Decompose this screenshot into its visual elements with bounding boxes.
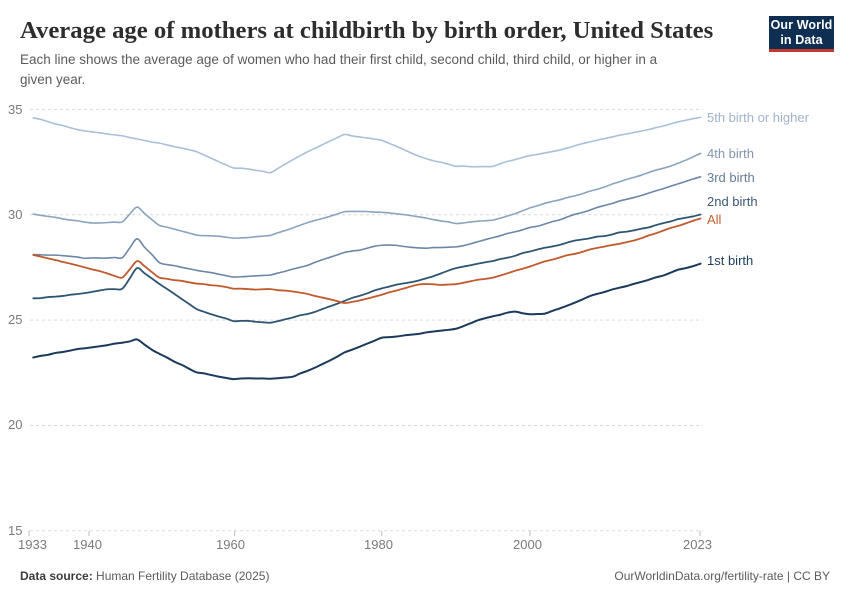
svg-text:35: 35 <box>8 102 22 117</box>
svg-text:3rd birth: 3rd birth <box>707 170 755 185</box>
svg-text:30: 30 <box>8 207 22 222</box>
svg-text:4th birth: 4th birth <box>707 146 754 161</box>
svg-text:2000: 2000 <box>513 537 542 552</box>
svg-text:1980: 1980 <box>364 537 393 552</box>
svg-text:2023: 2023 <box>683 537 712 552</box>
svg-text:15: 15 <box>8 523 22 538</box>
svg-text:2nd birth: 2nd birth <box>707 194 758 209</box>
svg-text:All: All <box>707 212 722 227</box>
svg-text:1960: 1960 <box>216 537 245 552</box>
svg-text:1st birth: 1st birth <box>707 253 753 268</box>
svg-text:25: 25 <box>8 312 22 327</box>
svg-text:5th birth or higher: 5th birth or higher <box>707 110 810 125</box>
svg-text:20: 20 <box>8 417 22 432</box>
svg-text:1933: 1933 <box>18 537 47 552</box>
svg-text:1940: 1940 <box>73 537 102 552</box>
